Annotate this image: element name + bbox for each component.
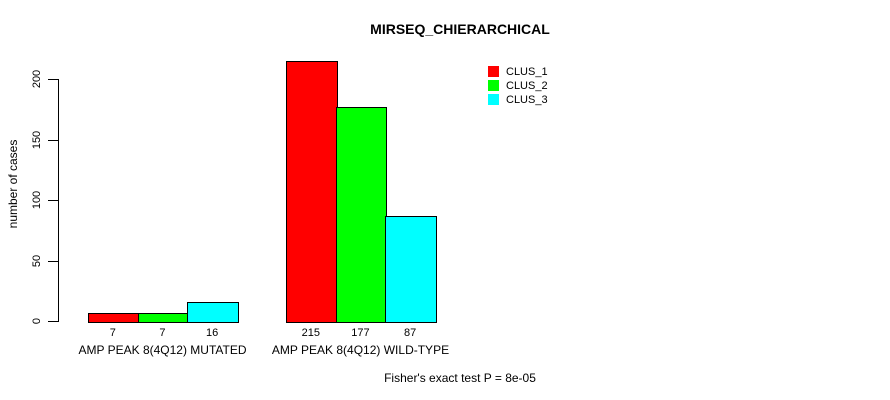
legend-label: CLUS_1 [506,65,548,78]
legend-swatch-icon [488,94,499,105]
y-tick-label: 150 [31,130,43,149]
bar-clus_3-group1 [187,301,239,323]
y-tick-label: 200 [31,69,43,89]
y-tick-mark [48,200,58,201]
bar-clus_3-group2 [385,215,437,323]
x-category-label: AMP PEAK 8(4Q12) WILD-TYPE [271,343,450,357]
bar-clus_1-group2 [286,60,338,323]
legend-label: CLUS_3 [506,93,548,106]
legend-item-clus_2: CLUS_2 [488,79,548,92]
bar-value-label: 215 [301,327,320,339]
legend-swatch-icon [488,66,499,77]
y-tick-label: 0 [31,317,43,325]
y-tick-mark [48,79,58,80]
y-axis-label: number of cases [6,139,20,229]
bar-clus_2-group1 [137,312,190,323]
chart-title: MIRSEQ_CHIERARCHICAL [370,21,550,37]
legend-item-clus_1: CLUS_1 [488,65,548,78]
bar-clus_2-group2 [335,106,388,323]
bar-value-label: 7 [109,327,116,339]
bar-value-label: 7 [159,327,166,339]
x-category-label: AMP PEAK 8(4Q12) MUTATED [78,343,247,357]
y-tick-mark [48,321,58,322]
legend-item-clus_3: CLUS_3 [488,93,548,106]
y-axis-line [58,79,59,322]
bar-clus_1-group1 [88,312,140,323]
legend-swatch-icon [488,80,499,91]
legend: CLUS_1 CLUS_2 CLUS_3 [488,65,548,107]
bar-value-label: 177 [351,327,370,339]
y-tick-mark [48,139,58,141]
legend-label: CLUS_2 [506,79,548,92]
bar-value-label: 16 [206,327,219,339]
y-tick-mark [48,260,58,262]
stat-annotation: Fisher's exact test P = 8e-05 [384,371,536,385]
y-tick-label: 100 [31,190,43,210]
bar-value-label: 87 [404,327,417,339]
y-tick-label: 50 [31,254,43,267]
